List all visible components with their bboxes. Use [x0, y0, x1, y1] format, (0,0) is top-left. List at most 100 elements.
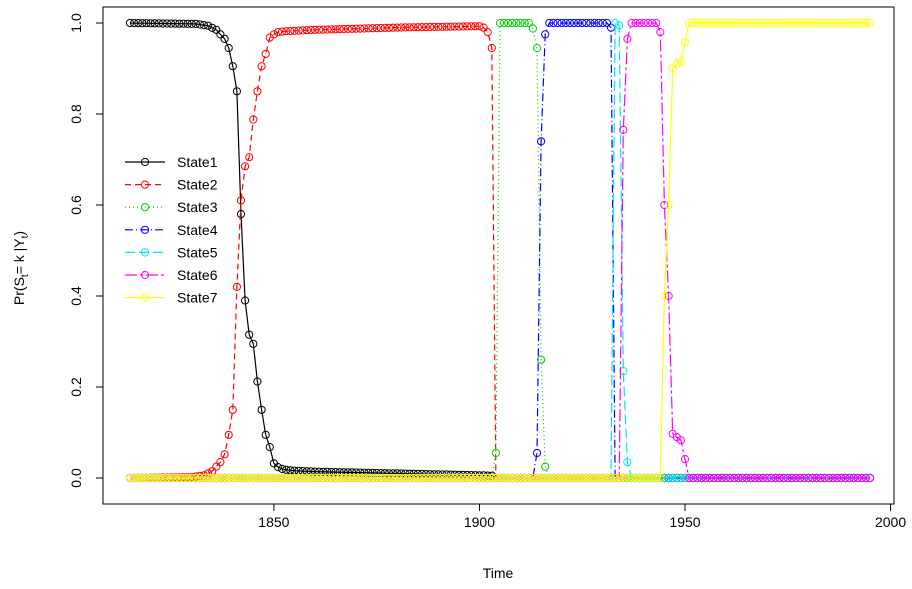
data-point [750, 18, 760, 28]
data-point [685, 473, 694, 483]
data-point [454, 473, 463, 483]
data-point [417, 473, 426, 483]
legend-marker [140, 225, 150, 234]
data-point [709, 18, 718, 28]
data-point [623, 473, 632, 483]
data-point [463, 22, 472, 31]
data-point [569, 18, 579, 28]
data-point [512, 473, 521, 483]
data-point [516, 18, 525, 28]
data-point [302, 26, 311, 35]
data-point [717, 473, 727, 483]
data-point [791, 473, 801, 483]
data-point [532, 43, 542, 53]
data-point [541, 473, 550, 483]
y-axis-label-main: Pr(S [11, 277, 27, 305]
data-point [656, 27, 665, 37]
data-point [615, 21, 624, 30]
data-point [389, 473, 398, 483]
data-point [306, 473, 315, 483]
data-point [175, 19, 184, 28]
data-point [574, 18, 583, 28]
data-point [594, 473, 603, 483]
data-point [631, 18, 640, 28]
data-point [236, 210, 246, 219]
data-point [767, 473, 776, 483]
data-point [841, 18, 850, 28]
data-point [294, 26, 303, 35]
data-point [343, 24, 352, 33]
data-point [179, 473, 188, 483]
data-point [701, 473, 710, 483]
data-point [430, 22, 439, 31]
data-point [853, 473, 862, 483]
data-point [783, 18, 792, 28]
data-point [298, 473, 307, 483]
data-point [343, 468, 352, 477]
data-point [495, 18, 505, 28]
data-point [504, 18, 513, 28]
data-point [705, 473, 714, 483]
data-point [861, 473, 871, 483]
data-point [232, 87, 241, 96]
data-point [623, 34, 632, 44]
data-point [162, 473, 172, 483]
data-point [319, 473, 328, 483]
data-point [364, 24, 373, 33]
data-point [676, 473, 686, 483]
data-point [541, 462, 550, 471]
data-point [545, 18, 554, 28]
data-point [232, 473, 241, 483]
data-point [586, 473, 595, 483]
data-point [713, 473, 723, 483]
data-point [722, 18, 731, 28]
data-point [224, 473, 233, 483]
data-point [475, 471, 484, 480]
data-point [611, 473, 620, 483]
data-point [865, 473, 875, 483]
data-point [286, 473, 295, 483]
data-point [808, 18, 817, 28]
data-point [273, 27, 283, 37]
data-point [709, 473, 718, 483]
data-point [442, 473, 451, 483]
data-point [685, 18, 694, 28]
data-point [347, 468, 357, 477]
data-point [323, 473, 332, 483]
data-point [130, 19, 139, 28]
data-point [421, 23, 431, 32]
data-point [195, 20, 204, 29]
data-point [278, 464, 287, 473]
data-point [857, 473, 866, 483]
data-point [397, 469, 406, 478]
series-layer [125, 18, 875, 483]
data-point [680, 455, 690, 464]
data-point [775, 18, 784, 28]
data-point [602, 18, 612, 28]
data-point [253, 87, 262, 96]
legend-item-state7: State7 [125, 290, 218, 306]
data-point [730, 473, 739, 483]
data-point [487, 473, 496, 483]
data-point [319, 467, 328, 476]
legend-label: State2 [177, 177, 218, 193]
data-point [491, 448, 500, 458]
legend-marker [140, 203, 150, 212]
data-point [582, 18, 591, 28]
data-point [171, 19, 180, 28]
data-point [187, 19, 196, 28]
data-point [598, 18, 607, 28]
data-point [434, 22, 443, 31]
data-point [393, 23, 402, 32]
legend-marker [140, 248, 150, 257]
data-point [796, 18, 805, 28]
data-point [565, 473, 575, 483]
x-tick-label: 1950 [669, 514, 700, 530]
data-point [730, 18, 739, 28]
legend-label: State4 [177, 222, 218, 238]
legend-marker [140, 270, 150, 280]
data-point [331, 473, 340, 483]
data-point [150, 473, 159, 483]
data-point [619, 473, 628, 483]
data-point [405, 473, 414, 483]
